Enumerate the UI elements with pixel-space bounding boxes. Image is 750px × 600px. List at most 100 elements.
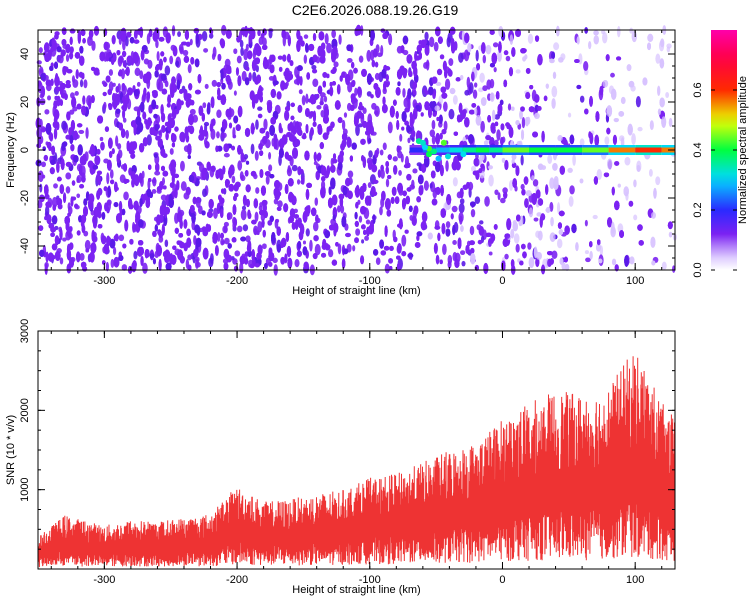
noise-speckle	[446, 194, 452, 206]
noise-speckle	[433, 242, 438, 254]
noise-speckle	[179, 218, 183, 229]
x-tick-label: -100	[359, 574, 381, 586]
noise-speckle	[103, 186, 108, 192]
noise-speckle	[451, 205, 458, 213]
noise-speckle	[297, 129, 303, 136]
noise-speckle	[322, 72, 328, 78]
noise-speckle	[261, 219, 265, 228]
noise-speckle	[292, 127, 297, 135]
noise-speckle	[429, 182, 433, 189]
noise-speckle	[81, 72, 85, 80]
noise-speckle	[131, 178, 135, 188]
noise-speckle	[520, 183, 525, 190]
noise-speckle	[179, 89, 184, 94]
noise-speckle	[379, 149, 384, 156]
noise-speckle	[327, 197, 333, 209]
noise-speckle	[255, 119, 259, 130]
noise-speckle	[489, 62, 495, 68]
noise-speckle	[319, 92, 326, 98]
noise-speckle	[579, 95, 585, 103]
noise-speckle	[154, 224, 158, 232]
noise-speckle	[181, 41, 188, 46]
noise-speckle	[259, 168, 264, 179]
noise-speckle	[234, 250, 241, 257]
noise-speckle	[291, 164, 298, 172]
noise-speckle	[504, 233, 511, 239]
noise-speckle	[236, 225, 243, 233]
noise-speckle	[163, 56, 167, 63]
noise-speckle	[536, 251, 542, 260]
noise-speckle	[545, 184, 549, 195]
noise-speckle	[253, 228, 258, 236]
noise-speckle	[470, 208, 476, 218]
noise-speckle	[667, 221, 673, 230]
noise-speckle	[91, 66, 96, 71]
noise-speckle	[547, 154, 553, 164]
noise-speckle	[390, 196, 395, 204]
noise-speckle	[534, 112, 540, 120]
noise-speckle	[549, 201, 554, 212]
noise-speckle	[309, 239, 313, 252]
noise-speckle	[214, 245, 219, 256]
noise-speckle	[192, 196, 197, 205]
noise-speckle	[427, 232, 433, 240]
noise-speckle	[109, 238, 116, 249]
noise-speckle	[159, 205, 163, 216]
noise-speckle	[612, 134, 617, 146]
noise-speckle	[93, 25, 100, 36]
noise-speckle	[79, 184, 85, 189]
noise-speckle	[401, 251, 407, 257]
noise-speckle	[154, 27, 159, 36]
noise-speckle	[195, 261, 201, 268]
noise-speckle	[423, 180, 429, 191]
noise-speckle	[559, 165, 565, 175]
noise-speckle	[408, 70, 413, 78]
noise-speckle	[99, 51, 106, 62]
noise-speckle	[289, 208, 296, 218]
noise-speckle	[395, 111, 399, 119]
noise-speckle	[148, 28, 153, 38]
noise-speckle	[515, 243, 520, 253]
noise-speckle	[142, 137, 148, 147]
noise-speckle	[56, 121, 60, 131]
noise-speckle	[140, 49, 145, 61]
noise-speckle	[362, 156, 367, 169]
noise-speckle	[49, 65, 54, 72]
noise-speckle	[575, 242, 579, 252]
noise-speckle	[409, 116, 414, 128]
noise-speckle	[280, 256, 286, 265]
noise-speckle	[471, 103, 477, 108]
noise-speckle	[374, 61, 379, 68]
noise-speckle	[439, 54, 445, 60]
noise-speckle	[78, 55, 85, 66]
noise-speckle	[661, 261, 667, 270]
noise-speckle	[545, 206, 551, 214]
noise-speckle	[292, 147, 298, 159]
noise-speckle	[464, 89, 470, 96]
noise-speckle	[197, 205, 203, 215]
noise-speckle	[67, 212, 71, 217]
noise-speckle	[44, 184, 49, 196]
noise-speckle	[328, 224, 335, 231]
noise-speckle	[355, 124, 360, 137]
noise-speckle	[443, 101, 448, 112]
noise-speckle	[235, 67, 239, 76]
noise-speckle	[435, 254, 440, 265]
noise-speckle	[66, 69, 73, 74]
noise-speckle	[68, 232, 73, 239]
noise-speckle	[259, 209, 265, 216]
noise-speckle	[525, 190, 532, 197]
noise-speckle	[537, 106, 542, 111]
noise-speckle	[323, 95, 328, 103]
noise-speckle	[298, 89, 303, 95]
noise-speckle	[254, 57, 261, 65]
noise-speckle	[270, 88, 276, 98]
noise-speckle	[411, 179, 415, 189]
noise-speckle	[380, 45, 384, 57]
noise-speckle	[459, 187, 464, 199]
noise-speckle	[420, 220, 427, 231]
noise-speckle	[312, 252, 318, 260]
noise-speckle	[489, 137, 495, 144]
noise-speckle	[397, 81, 401, 87]
noise-speckle	[66, 111, 71, 121]
